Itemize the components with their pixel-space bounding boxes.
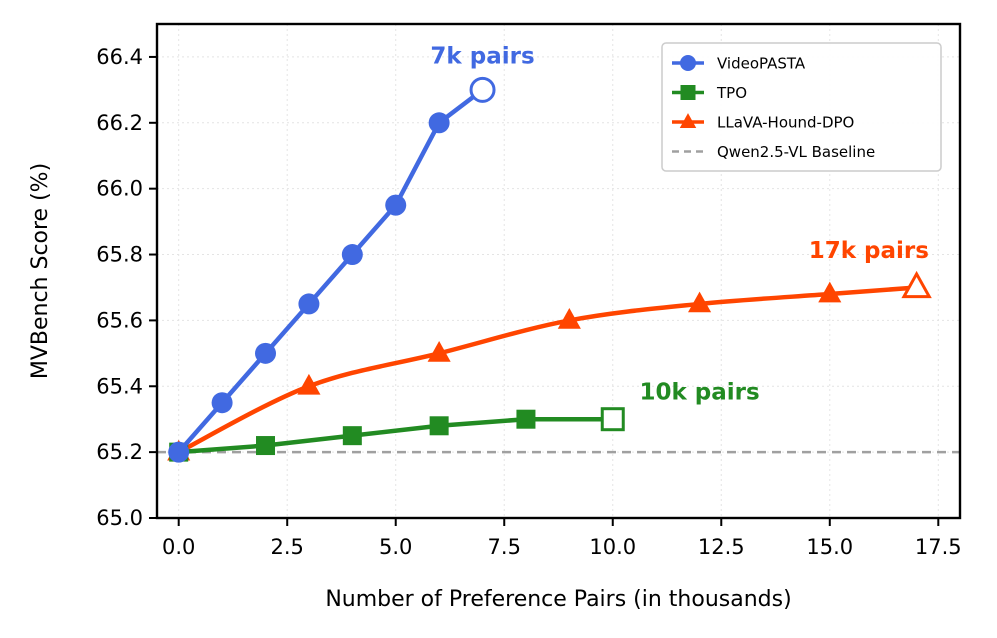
x-tick-label: 15.0: [806, 535, 853, 559]
y-tick-label: 66.2: [96, 111, 143, 135]
series-line-tpo: [176, 416, 616, 455]
annotation-videopasta: 7k pairs: [430, 44, 534, 70]
data-point-tpo: [342, 426, 362, 446]
data-point-llava-hound-dpo: [901, 270, 932, 299]
data-point-llava-hound-dpo: [818, 281, 842, 303]
legend-label: VideoPASTA: [717, 55, 806, 73]
annotation-tpo: 10k pairs: [639, 379, 759, 405]
legend-label: Qwen2.5-VL Baseline: [717, 143, 875, 161]
data-point-videopasta: [211, 392, 233, 414]
legend-box: [661, 42, 942, 172]
legend-entry-llava-hound-dpo: LLaVA-Hound-DPO: [672, 113, 854, 132]
x-tick-label: 2.5: [271, 535, 304, 559]
data-point-tpo: [429, 416, 449, 436]
data-point-videopasta: [298, 293, 320, 315]
x-tick-label: 5.0: [379, 535, 412, 559]
x-tick-label: 12.5: [698, 535, 745, 559]
annotations: 17k pairs 10k pairs 7k pairs: [430, 44, 929, 406]
series-llava-hound-dpo: [167, 270, 932, 461]
y-tick-label: 66.0: [96, 177, 143, 201]
legend-marker: [680, 85, 696, 100]
legend-entry-tpo: TPO: [672, 84, 747, 102]
data-point-llava-hound-dpo: [557, 308, 581, 329]
data-point-videopasta: [385, 194, 407, 216]
legend-label: TPO: [716, 84, 747, 102]
y-axis-title: MVBench Score (%): [28, 163, 53, 379]
x-tick-label: 10.0: [589, 535, 636, 559]
x-tick-label: 17.5: [915, 535, 962, 559]
data-point-llava-hound-dpo: [297, 373, 321, 395]
legend-marker: [680, 55, 696, 71]
legend-entry-videopasta: VideoPASTA: [672, 55, 806, 73]
legend: VideoPASTA TPO LLaVA-Hound-DPO Qwen2.5-VL B…: [661, 42, 942, 172]
annotation-llava-hound-dpo: 17k pairs: [809, 238, 929, 264]
series-line-llava-hound-dpo: [176, 285, 919, 455]
legend-label: LLaVA-Hound-DPO: [717, 114, 854, 132]
data-point-tpo: [516, 409, 536, 429]
data-point-videopasta: [168, 441, 190, 463]
data-point-tpo: [600, 407, 625, 432]
data-point-videopasta: [341, 244, 363, 266]
series-videopasta: [168, 76, 496, 463]
y-tick-label: 65.2: [96, 440, 143, 464]
ticks-layer: 0.0 2.5 5.0 7.5 10.0 12.5 15.0 17.5 65.0 65.2 65.4…: [96, 45, 961, 559]
legend-marker: [679, 113, 697, 128]
plot-frame: [155, 22, 962, 520]
y-tick-label: 65.4: [96, 374, 143, 398]
series-line-videopasta: [176, 87, 485, 455]
data-point-llava-hound-dpo: [427, 340, 451, 362]
x-tick-label: 7.5: [488, 535, 521, 559]
y-tick-label: 65.6: [96, 308, 143, 332]
y-tick-label: 66.4: [96, 45, 143, 69]
data-point-videopasta: [255, 342, 277, 364]
x-tick-label: 0.0: [162, 535, 195, 559]
y-tick-label: 65.8: [96, 243, 143, 267]
data-point-videopasta: [469, 76, 496, 103]
legend-entry-qwen2-5-vl-baseline: Qwen2.5-VL Baseline: [672, 143, 875, 161]
data-point-tpo: [256, 436, 276, 456]
series-layer: [167, 76, 932, 463]
x-axis-title: Number of Preference Pairs (in thousands…: [325, 587, 791, 612]
y-tick-label: 65.0: [96, 506, 143, 530]
data-point-llava-hound-dpo: [688, 291, 712, 313]
data-point-videopasta: [428, 112, 450, 134]
